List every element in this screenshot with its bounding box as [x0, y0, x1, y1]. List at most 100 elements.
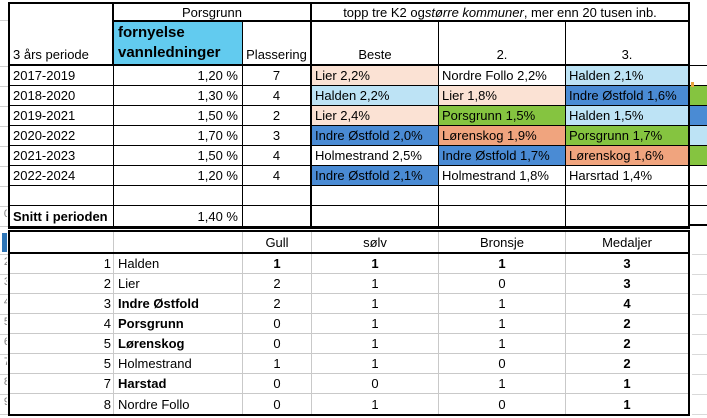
period-cell[interactable]: 2019-2021	[10, 106, 114, 125]
snitt-value-cell[interactable]: 1,40 %	[114, 206, 243, 226]
renewal-value-cell[interactable]: 1,70 %	[114, 126, 243, 145]
empty-cell[interactable]	[439, 186, 566, 205]
empty-cell[interactable]	[312, 206, 439, 226]
solv-value-cell[interactable]: 1	[312, 294, 439, 313]
row-number-label[interactable]: 6	[0, 336, 7, 348]
plassering-cell[interactable]: 2	[243, 106, 312, 125]
empty-cell[interactable]	[10, 232, 114, 252]
rank-cell[interactable]: 2	[10, 274, 114, 293]
rank-cell[interactable]: 3	[10, 294, 114, 313]
empty-cell[interactable]	[243, 206, 312, 226]
bronsje-value-cell[interactable]: 0	[439, 394, 566, 414]
solv-value-cell[interactable]: 1	[312, 334, 439, 353]
third-cell[interactable]: Indre Østfold 1,6%	[566, 86, 688, 105]
medaljer-value-cell[interactable]: 1	[623, 376, 631, 391]
row-number-label[interactable]: 7	[0, 356, 7, 368]
renewal-value-cell[interactable]: 1,30 %	[114, 86, 243, 105]
row-number-label[interactable]: 2	[0, 256, 7, 268]
medaljer-column-header[interactable]: Medaljer	[602, 234, 652, 250]
third-cell[interactable]: Halden 2,1%	[566, 66, 688, 85]
metric-header-cell[interactable]: fornyelse vannledninger	[114, 22, 243, 64]
empty-cell[interactable]	[243, 186, 312, 205]
municipality-name-cell[interactable]: Halden	[114, 254, 243, 273]
solv-value-cell[interactable]: 1	[312, 394, 439, 414]
solv-value-cell[interactable]: 1	[312, 274, 439, 293]
bronsje-value-cell[interactable]: 1	[439, 374, 566, 393]
bronsje-value-cell[interactable]: 0	[439, 354, 566, 373]
snitt-label-cell[interactable]: Snitt i perioden	[10, 206, 114, 226]
row-number-label[interactable]: 9	[0, 396, 7, 408]
beste-cell[interactable]: Indre Østfold 2,0%	[312, 126, 439, 145]
period-cell[interactable]: 2018-2020	[10, 86, 114, 105]
bronsje-value-cell[interactable]: 0	[439, 274, 566, 293]
plassering-cell[interactable]: 4	[243, 86, 312, 105]
second-cell[interactable]: Holmestrand 1,8%	[439, 166, 566, 185]
municipality-name-cell[interactable]: Nordre Follo	[114, 394, 243, 414]
cell-a1-empty[interactable]	[10, 4, 114, 22]
rank-cell[interactable]: 5	[10, 334, 114, 353]
beste-column-header[interactable]: Beste	[312, 22, 439, 64]
third-column-header[interactable]: 3.	[621, 47, 633, 62]
second-cell[interactable]: Nordre Follo 2,2%	[439, 66, 566, 85]
beste-cell[interactable]: Holmestrand 2,5%	[312, 146, 439, 165]
empty-cell[interactable]	[566, 206, 688, 226]
gull-value-cell[interactable]: 1	[243, 254, 312, 273]
rank-cell[interactable]: 7	[10, 374, 114, 393]
medaljer-value-cell[interactable]: 4	[623, 296, 631, 311]
municipality-name-cell[interactable]: Lørenskog	[114, 334, 243, 353]
row-number-label[interactable]: 8	[0, 376, 7, 388]
beste-cell[interactable]: Lier 2,4%	[312, 106, 439, 125]
empty-cell[interactable]	[312, 186, 439, 205]
municipality-name-cell[interactable]: Lier	[114, 274, 243, 293]
medaljer-value-cell[interactable]: 3	[623, 256, 631, 271]
plassering-cell[interactable]: 3	[243, 126, 312, 145]
second-cell[interactable]: Lier 1,8%	[439, 86, 566, 105]
empty-cell[interactable]	[10, 186, 114, 205]
second-cell[interactable]: Lørenskog 1,9%	[439, 126, 566, 145]
plassering-cell[interactable]: 7	[243, 66, 312, 85]
period-cell[interactable]: 2017-2019	[10, 66, 114, 85]
bronsje-value-cell[interactable]: 1	[439, 294, 566, 313]
porsgrunn-header-cell[interactable]: Porsgrunn	[114, 4, 312, 22]
row-number-label[interactable]: 4	[0, 296, 7, 308]
plassering-cell[interactable]: 4	[243, 166, 312, 185]
period-cell[interactable]: 2021-2023	[10, 146, 114, 165]
gull-column-header[interactable]: Gull	[243, 232, 312, 252]
gull-value-cell[interactable]: 2	[243, 274, 312, 293]
rank-cell[interactable]: 5	[10, 354, 114, 373]
beste-cell[interactable]: Indre Østfold 2,1%	[312, 166, 439, 185]
empty-cell[interactable]	[114, 232, 243, 252]
bronsje-value-cell[interactable]: 1	[439, 254, 566, 273]
second-cell[interactable]: Porsgrunn 1,5%	[439, 106, 566, 125]
second-cell[interactable]: Indre Østfold 1,7%	[439, 146, 566, 165]
rank-cell[interactable]: 8	[10, 394, 114, 414]
beste-cell[interactable]: Halden 2,2%	[312, 86, 439, 105]
plassering-column-header[interactable]: Plassering	[243, 22, 312, 64]
solv-value-cell[interactable]: 1	[312, 354, 439, 373]
solv-column-header[interactable]: sølv	[312, 232, 439, 252]
solv-value-cell[interactable]: 0	[312, 374, 439, 393]
gull-value-cell[interactable]: 0	[243, 334, 312, 353]
empty-cell[interactable]	[114, 186, 243, 205]
third-cell[interactable]: Lørenskog 1,6%	[566, 146, 688, 165]
gull-value-cell[interactable]: 0	[243, 314, 312, 333]
row-number-label[interactable]: 3	[0, 276, 7, 288]
period-cell[interactable]: 2020-2022	[10, 126, 114, 145]
row-number-label[interactable]: 0	[0, 208, 7, 220]
third-cell[interactable]: Porsgrunn 1,7%	[566, 126, 688, 145]
bronsje-value-cell[interactable]: 1	[439, 334, 566, 353]
medaljer-value-cell[interactable]: 2	[623, 356, 631, 371]
third-cell[interactable]: Harsrtad 1,4%	[566, 166, 688, 185]
bronsje-column-header[interactable]: Bronsje	[439, 232, 566, 252]
plassering-cell[interactable]: 4	[243, 146, 312, 165]
period-cell[interactable]: 2022-2024	[10, 166, 114, 185]
renewal-value-cell[interactable]: 1,50 %	[114, 106, 243, 125]
beste-cell[interactable]: Lier 2,2%	[312, 66, 439, 85]
medaljer-value-cell[interactable]: 3	[623, 276, 631, 291]
medaljer-value-cell[interactable]: 2	[623, 336, 631, 351]
solv-value-cell[interactable]: 1	[312, 314, 439, 333]
gull-value-cell[interactable]: 0	[243, 374, 312, 393]
row-number-label[interactable]: 5	[0, 316, 7, 328]
topp-tre-header-cell[interactable]: topp tre K2 og større kommuner , mer enn…	[312, 4, 688, 22]
renewal-value-cell[interactable]: 1,20 %	[114, 166, 243, 185]
